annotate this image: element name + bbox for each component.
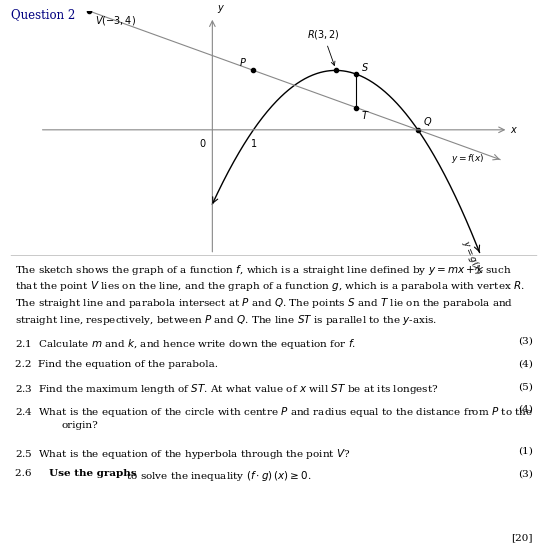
Text: 2.5  What is the equation of the hyperbola through the point $V$?: 2.5 What is the equation of the hyperbol… [15,446,351,461]
Text: (3): (3) [518,337,533,346]
Text: $1$: $1$ [250,137,257,149]
Text: $y$: $y$ [217,3,225,15]
Text: $x$: $x$ [510,125,518,135]
Text: straight line, respectively, between $P$ and $Q$. The line $ST$ is parallel to t: straight line, respectively, between $P$… [15,313,438,327]
Text: origin?: origin? [62,422,99,430]
Text: (4): (4) [518,405,533,414]
Text: $T$: $T$ [361,109,370,121]
Text: (3): (3) [518,469,533,478]
Text: The sketch shows the graph of a function $f$, which is a straight line defined b: The sketch shows the graph of a function… [15,262,512,277]
Text: The straight line and parabola intersect at $P$ and $Q$. The points $S$ and $T$ : The straight line and parabola intersect… [15,296,513,310]
Text: 2.3  Find the maximum length of $ST$. At what value of $x$ will $ST$ be at its l: 2.3 Find the maximum length of $ST$. At … [15,382,439,396]
Text: $0$: $0$ [199,137,206,149]
Text: 2.4  What is the equation of the circle with centre $P$ and radius equal to the : 2.4 What is the equation of the circle w… [15,405,533,419]
Text: (1): (1) [518,446,533,456]
Text: $y = f(x)$: $y = f(x)$ [450,152,484,165]
Text: $R(3, 2)$: $R(3, 2)$ [307,27,340,65]
Text: to solve the inequality $(f \cdot g)\,(x) \geq 0$.: to solve the inequality $(f \cdot g)\,(x… [123,469,312,483]
Text: (4): (4) [518,360,533,368]
Text: $V(-3, 4)$: $V(-3, 4)$ [95,14,136,27]
Text: 2.6: 2.6 [15,469,38,478]
Text: Use the graphs: Use the graphs [49,469,137,478]
Text: 2.1  Calculate $m$ and $k$, and hence write down the equation for $f$.: 2.1 Calculate $m$ and $k$, and hence wri… [15,337,356,351]
Text: 2.2  Find the equation of the parabola.: 2.2 Find the equation of the parabola. [15,360,218,368]
Text: $y = g(x)$: $y = g(x)$ [459,238,485,276]
Text: $P$: $P$ [239,56,247,68]
Text: that the point $V$ lies on the line, and the graph of a function $g$, which is a: that the point $V$ lies on the line, and… [15,279,525,293]
Text: Question 2: Question 2 [11,8,75,21]
Text: (5): (5) [518,382,533,391]
Text: [20]: [20] [511,534,533,542]
Text: $S$: $S$ [361,60,369,72]
Text: $Q$: $Q$ [423,115,432,128]
